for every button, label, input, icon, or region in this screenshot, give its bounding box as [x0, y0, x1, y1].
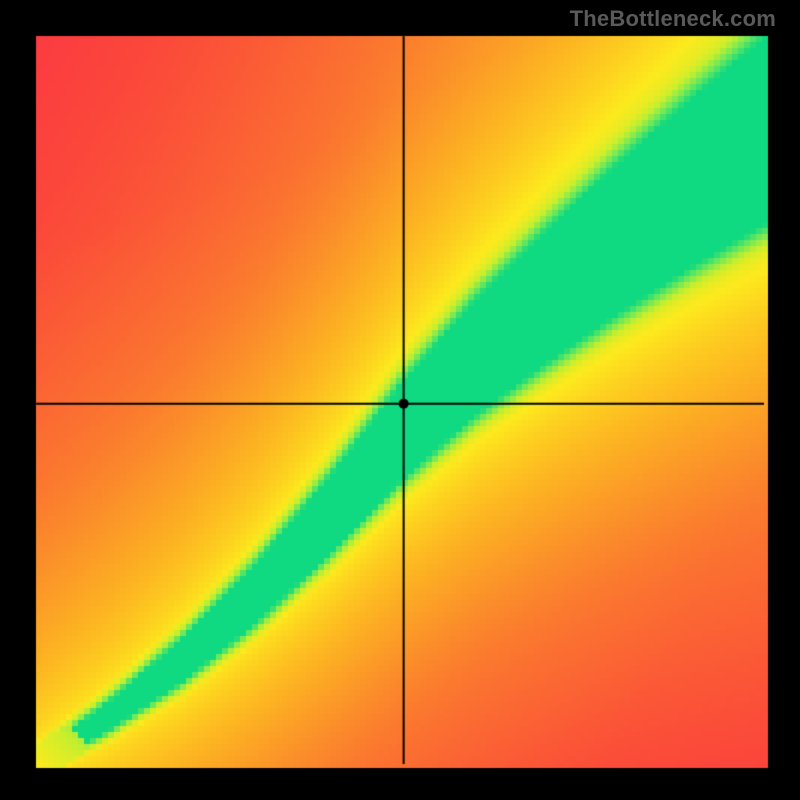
watermark-text: TheBottleneck.com	[570, 6, 776, 32]
chart-container: TheBottleneck.com	[0, 0, 800, 800]
crosshair-overlay	[0, 0, 800, 800]
